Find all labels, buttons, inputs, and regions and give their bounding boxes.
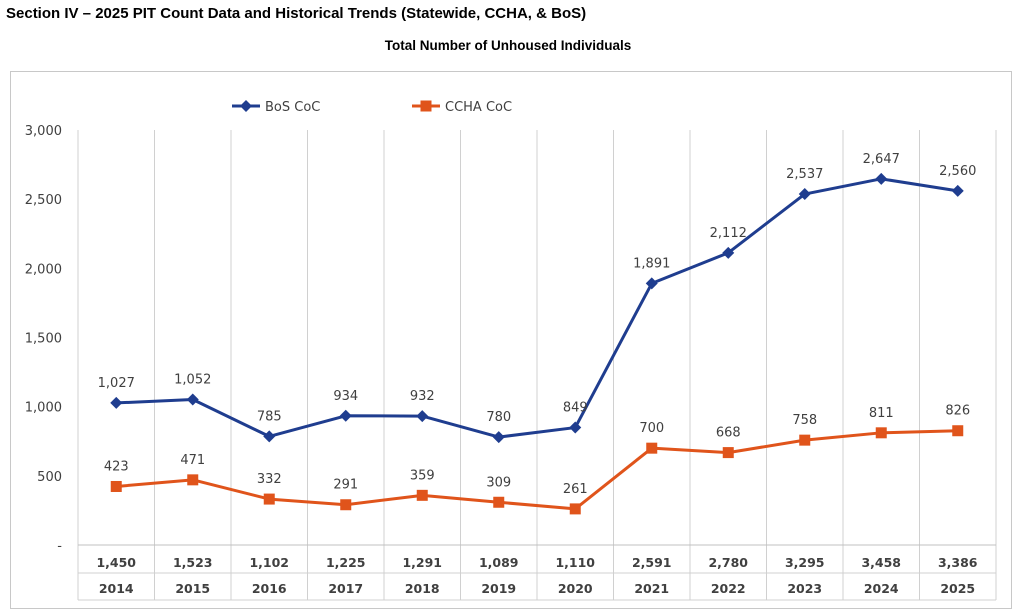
data-label: 700	[639, 421, 664, 436]
data-label: 826	[945, 404, 970, 419]
table-year-cell: 2015	[175, 581, 210, 596]
table-total-cell: 1,225	[326, 555, 366, 570]
data-label: 1,052	[174, 372, 211, 387]
table-year-cell: 2025	[940, 581, 975, 596]
table-total-cell: 1,110	[555, 555, 595, 570]
data-point-bos	[339, 409, 352, 422]
data-point-ccha	[569, 503, 581, 515]
data-point-bos	[569, 421, 582, 434]
table-year-cell: 2016	[252, 581, 287, 596]
y-tick-label: -	[57, 539, 62, 554]
data-point-bos	[492, 431, 505, 444]
table-year-cell: 2014	[99, 581, 134, 596]
data-point-bos	[875, 172, 888, 185]
table-year-cell: 2021	[634, 581, 669, 596]
data-label: 1,027	[98, 376, 135, 391]
data-point-bos	[722, 246, 735, 259]
table-year-cell: 2020	[558, 581, 593, 596]
table-total-cell: 1,089	[479, 555, 519, 570]
data-label: 309	[486, 475, 511, 490]
table-total-cell: 1,450	[96, 555, 136, 570]
chart-title: Total Number of Unhoused Individuals	[384, 38, 632, 53]
y-axis: - 500 1,000 1,500 2,000 2,500 3,000	[25, 124, 63, 554]
data-point-ccha	[646, 442, 658, 454]
data-labels: 1,027 1,052 785 934 932 780 849 1,891 2,112 2,537…	[98, 152, 977, 497]
legend-marker-diamond	[240, 100, 252, 112]
data-label: 2,647	[863, 152, 900, 167]
chart-frame	[10, 71, 1012, 609]
data-point-bos	[798, 188, 811, 201]
data-point-ccha	[340, 499, 352, 511]
table-year-cell: 2023	[787, 581, 822, 596]
data-label: 332	[257, 472, 282, 487]
data-point-ccha	[110, 480, 122, 492]
table-total-cell: 2,780	[708, 555, 748, 570]
table-year-cell: 2024	[864, 581, 899, 596]
data-label: 2,112	[710, 226, 747, 241]
y-tick-label: 3,000	[25, 124, 62, 139]
legend-label: CCHA CoC	[445, 100, 512, 115]
data-label: 758	[792, 413, 817, 428]
data-point-ccha	[722, 447, 734, 459]
table-year-cell: 2018	[405, 581, 440, 596]
data-label: 261	[563, 482, 588, 497]
data-point-ccha	[875, 427, 887, 439]
data-point-bos	[951, 184, 964, 197]
data-point-ccha	[493, 496, 505, 508]
data-point-ccha	[187, 474, 199, 486]
data-label: 2,537	[786, 167, 823, 182]
y-tick-label: 500	[37, 470, 62, 485]
data-label: 2,560	[939, 164, 976, 179]
table-year-cell: 2019	[481, 581, 516, 596]
data-label: 780	[486, 410, 511, 425]
y-tick-label: 2,500	[25, 193, 62, 208]
data-label: 423	[104, 459, 129, 474]
y-tick-label: 2,000	[25, 262, 62, 277]
table-total-cell: 1,102	[249, 555, 289, 570]
y-tick-label: 1,500	[25, 332, 62, 347]
data-label: 359	[410, 468, 435, 483]
data-label: 668	[716, 426, 741, 441]
data-table: 1,450 2014 1,523 2015 1,102 2016 1,225 2017 1,29…	[96, 555, 977, 596]
series-line-ccha	[116, 429, 958, 511]
data-label: 934	[333, 389, 358, 404]
data-label: 849	[563, 401, 588, 416]
series-layer	[110, 172, 964, 515]
table-year-cell: 2022	[711, 581, 746, 596]
data-point-bos	[416, 410, 429, 423]
legend: BoS CoC CCHA CoC	[232, 100, 512, 115]
data-point-bos	[263, 430, 276, 443]
table-total-cell: 3,458	[861, 555, 901, 570]
table-total-cell: 3,295	[785, 555, 825, 570]
data-point-ccha	[416, 489, 428, 501]
data-label: 811	[869, 406, 894, 421]
table-total-cell: 1,523	[173, 555, 213, 570]
table-total-cell: 1,291	[402, 555, 442, 570]
data-point-bos	[110, 396, 123, 409]
data-label: 471	[180, 453, 205, 468]
data-point-ccha	[263, 493, 275, 505]
legend-label: BoS CoC	[265, 100, 320, 115]
grid-layer	[77, 130, 997, 601]
series-line-bos	[116, 177, 958, 439]
data-label: 1,891	[633, 256, 670, 271]
data-point-ccha	[799, 434, 811, 446]
data-label: 785	[257, 409, 282, 424]
y-tick-label: 1,000	[25, 401, 62, 416]
data-point-ccha	[952, 425, 964, 437]
data-label: 291	[333, 478, 358, 493]
data-point-bos	[186, 393, 199, 406]
data-label: 932	[410, 389, 435, 404]
table-year-cell: 2017	[328, 581, 363, 596]
section-title: Section IV – 2025 PIT Count Data and His…	[6, 5, 587, 22]
table-total-cell: 2,591	[632, 555, 672, 570]
table-total-cell: 3,386	[938, 555, 978, 570]
legend-marker-square	[420, 100, 432, 112]
data-point-bos	[645, 277, 658, 290]
